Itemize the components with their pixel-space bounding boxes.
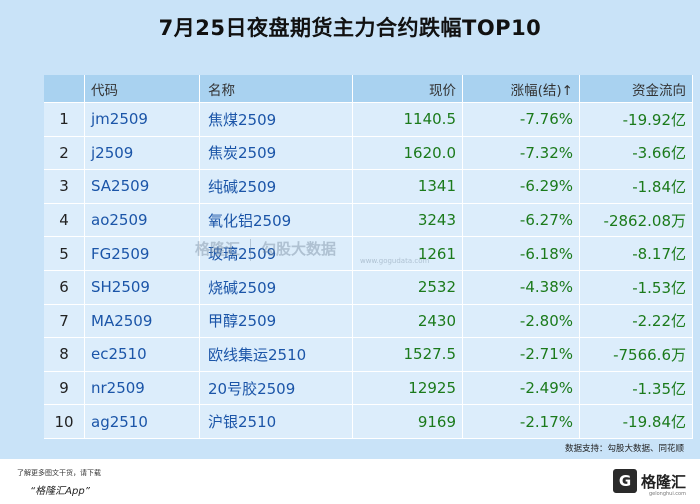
contract-code-cell[interactable]: ag2510 — [84, 404, 200, 439]
fund-flow-cell: -1.53亿 — [579, 270, 693, 305]
contract-name-cell[interactable]: 玻璃2509 — [199, 236, 353, 271]
header-change[interactable]: 涨幅(结)↑ — [462, 75, 580, 103]
contract-code-cell[interactable]: MA2509 — [84, 304, 200, 339]
current-price-cell: 2532 — [352, 270, 463, 305]
change-percent-cell: -7.32% — [462, 136, 580, 171]
gelonghui-logo[interactable]: G 格隆汇 gelonghui.com — [612, 469, 686, 497]
table-row[interactable]: 1 jm2509 焦煤2509 1140.5 -7.76% -19.92亿 — [44, 102, 693, 137]
contract-code-cell[interactable]: SH2509 — [84, 270, 200, 305]
row-index-cell: 10 — [44, 404, 85, 439]
logo-g-icon: G — [612, 469, 637, 493]
current-price-cell: 9169 — [352, 404, 463, 439]
footer-promo-text: 了解更多图文干货，请下载 — [17, 469, 101, 477]
contract-name-cell[interactable]: 甲醇2509 — [199, 304, 353, 339]
change-percent-cell: -7.76% — [462, 102, 580, 137]
change-percent-cell: -2.71% — [462, 337, 580, 372]
contract-name-cell[interactable]: 纯碱2509 — [199, 169, 353, 204]
table-row[interactable]: 9 nr2509 20号胶2509 12925 -2.49% -1.35亿 — [44, 371, 693, 406]
current-price-cell: 1341 — [352, 169, 463, 204]
fund-flow-cell: -2862.08万 — [579, 203, 693, 238]
table-row[interactable]: 6 SH2509 烧碱2509 2532 -4.38% -1.53亿 — [44, 270, 693, 305]
row-index-cell: 9 — [44, 371, 85, 406]
watermark-brand2: 勾股大数据 — [261, 240, 337, 258]
fund-flow-cell: -19.92亿 — [579, 102, 693, 137]
contract-name-cell[interactable]: 烧碱2509 — [199, 270, 353, 305]
current-price-cell: 1527.5 — [352, 337, 463, 372]
footer-app-name[interactable]: “格隆汇App” — [30, 486, 90, 497]
logo-url: gelonghui.com — [648, 491, 686, 497]
contract-code-cell[interactable]: j2509 — [84, 136, 200, 171]
fund-flow-cell: -3.66亿 — [579, 136, 693, 171]
row-index-cell: 3 — [44, 169, 85, 204]
table-header-row: 代码 名称 现价 涨幅(结)↑ 资金流向 — [44, 75, 693, 103]
fund-flow-cell: -19.84亿 — [579, 404, 693, 439]
watermark-divider — [250, 238, 252, 261]
watermark: 格隆汇 勾股大数据 www.gogudata.com — [195, 238, 429, 265]
header-code[interactable]: 代码 — [84, 75, 200, 103]
table-row[interactable]: 8 ec2510 欧线集运2510 1527.5 -2.71% -7566.6万 — [44, 337, 693, 372]
footer-bar: 了解更多图文干货，请下载 “格隆汇App” G 格隆汇 gelonghui.co… — [0, 459, 700, 504]
current-price-cell: 3243 — [352, 203, 463, 238]
contract-code-cell[interactable]: FG2509 — [84, 236, 200, 271]
current-price-cell: 12925 — [352, 371, 463, 406]
current-price-cell: 1140.5 — [352, 102, 463, 137]
table-row[interactable]: 2 j2509 焦炭2509 1620.0 -7.32% -3.66亿 — [44, 136, 693, 171]
futures-table: 代码 名称 现价 涨幅(结)↑ 资金流向 1 jm2509 焦煤2509 1140.5… — [44, 75, 693, 439]
fund-flow-cell: -8.17亿 — [579, 236, 693, 271]
contract-name-cell[interactable]: 氧化铝2509 — [199, 203, 353, 238]
change-percent-cell: -6.18% — [462, 236, 580, 271]
watermark-url: www.gogudata.com — [360, 256, 430, 265]
table-row[interactable]: 5 FG2509 玻璃2509 1261 -6.18% -8.17亿 — [44, 236, 693, 271]
table-row[interactable]: 4 ao2509 氧化铝2509 3243 -6.27% -2862.08万 — [44, 203, 693, 238]
change-percent-cell: -2.49% — [462, 371, 580, 406]
header-flow[interactable]: 资金流向 — [579, 75, 693, 103]
row-index-cell: 2 — [44, 136, 85, 171]
contract-code-cell[interactable]: SA2509 — [84, 169, 200, 204]
contract-name-cell[interactable]: 20号胶2509 — [199, 371, 353, 406]
current-price-cell: 1261 — [352, 236, 463, 271]
contract-code-cell[interactable]: ao2509 — [84, 203, 200, 238]
header-index — [44, 75, 85, 103]
header-name[interactable]: 名称 — [199, 75, 353, 103]
row-index-cell: 1 — [44, 102, 85, 137]
header-price[interactable]: 现价 — [352, 75, 463, 103]
contract-name-cell[interactable]: 沪银2510 — [199, 404, 353, 439]
table-row[interactable]: 3 SA2509 纯碱2509 1341 -6.29% -1.84亿 — [44, 169, 693, 204]
row-index-cell: 7 — [44, 304, 85, 339]
change-percent-cell: -6.27% — [462, 203, 580, 238]
contract-name-cell[interactable]: 焦煤2509 — [199, 102, 353, 137]
logo-text: 格隆汇 — [640, 472, 686, 491]
fund-flow-cell: -7566.6万 — [579, 337, 693, 372]
contract-name-cell[interactable]: 焦炭2509 — [199, 136, 353, 171]
contract-code-cell[interactable]: ec2510 — [84, 337, 200, 372]
row-index-cell: 6 — [44, 270, 85, 305]
current-price-cell: 2430 — [352, 304, 463, 339]
data-source-note: 数据支持：勾股大数据、同花顺 — [564, 444, 684, 454]
change-percent-cell: -2.80% — [462, 304, 580, 339]
fund-flow-cell: -1.35亿 — [579, 371, 693, 406]
change-percent-cell: -2.17% — [462, 404, 580, 439]
row-index-cell: 8 — [44, 337, 85, 372]
contract-code-cell[interactable]: nr2509 — [84, 371, 200, 406]
page-title: 7月25日夜盘期货主力合约跌幅TOP10 — [158, 16, 542, 40]
change-percent-cell: -4.38% — [462, 270, 580, 305]
watermark-brand: 格隆汇 — [195, 240, 241, 258]
fund-flow-cell: -2.22亿 — [579, 304, 693, 339]
table-row[interactable]: 10 ag2510 沪银2510 9169 -2.17% -19.84亿 — [44, 404, 693, 439]
fund-flow-cell: -1.84亿 — [579, 169, 693, 204]
table-row[interactable]: 7 MA2509 甲醇2509 2430 -2.80% -2.22亿 — [44, 304, 693, 339]
change-percent-cell: -6.29% — [462, 169, 580, 204]
contract-code-cell[interactable]: jm2509 — [84, 102, 200, 137]
contract-name-cell[interactable]: 欧线集运2510 — [199, 337, 353, 372]
current-price-cell: 1620.0 — [352, 136, 463, 171]
row-index-cell: 4 — [44, 203, 85, 238]
row-index-cell: 5 — [44, 236, 85, 271]
